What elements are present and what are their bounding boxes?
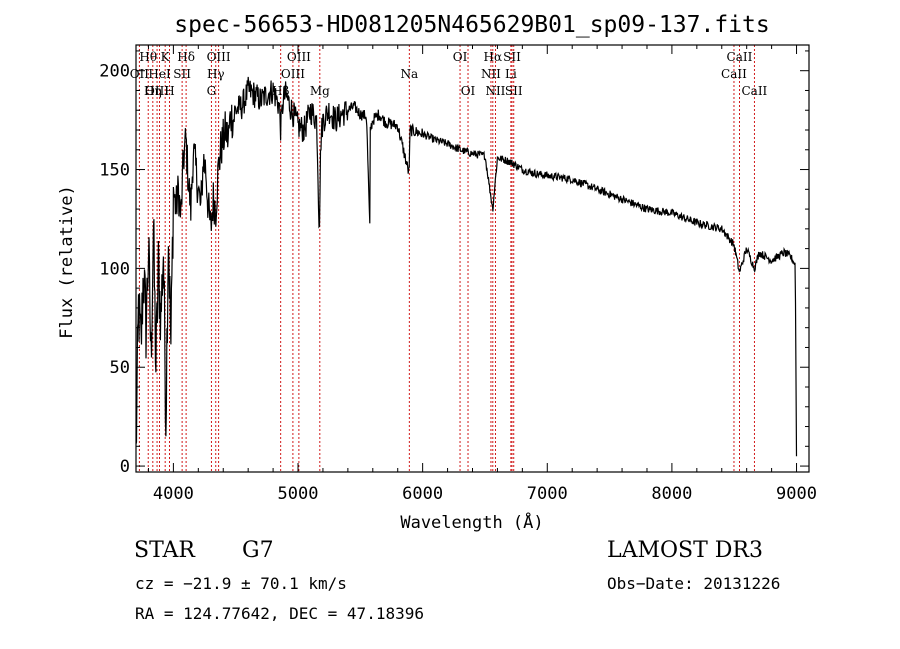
line-label-9: OIII [207, 50, 231, 64]
line-label-25: CaII [727, 50, 753, 64]
survey-name: LAMOST DR3 [607, 538, 763, 563]
x-axis: 4000 5000 6000 7000 8000 9000 [147, 45, 817, 504]
line-label-5: Hη [144, 84, 162, 98]
line-label-10: Hγ [207, 67, 225, 81]
line-label-4: HeI [148, 67, 171, 81]
spectrum-line [135, 76, 798, 457]
line-label-16: Na [400, 67, 418, 81]
line-label-1: OII [130, 67, 150, 81]
line-label-0: Hθ [139, 50, 157, 64]
line-label-8: Hδ [177, 50, 195, 64]
line-label-7: SII [173, 67, 191, 81]
line-label-18: OI [461, 84, 476, 98]
line-label-11: G [207, 84, 217, 98]
x-tick-label-0: 4000 [153, 484, 194, 504]
line-label-14: OIII [281, 67, 305, 81]
line-label-13: OIII [287, 50, 311, 64]
y-tick-label-1: 50 [110, 358, 130, 378]
obs-date: Obs−Date: 20131226 [607, 574, 781, 593]
x-tick-label-1: 5000 [278, 484, 319, 504]
line-label-17: OI [453, 50, 468, 64]
y-tick-label-4: 200 [99, 62, 130, 82]
line-label-2: OIII [145, 84, 169, 98]
line-label-23: Li [505, 67, 517, 81]
y-tick-label-2: 100 [99, 259, 130, 279]
redshift-value: cz = −21.9 ± 70.1 km/s [135, 574, 347, 593]
chart-title: spec-56653-HD081205N465629B01_sp09-137.f… [174, 12, 769, 38]
y-axis-label: Flux (relative) [57, 185, 77, 339]
x-tick-label-5: 9000 [776, 484, 817, 504]
x-tick-label-2: 6000 [402, 484, 443, 504]
line-label-20: NII [481, 67, 501, 81]
y-axis: 0 50 100 150 200 [99, 50, 809, 477]
y-tick-label-3: 150 [99, 161, 130, 181]
x-tick-label-4: 8000 [651, 484, 692, 504]
x-axis-label: Wavelength (Å) [400, 511, 543, 533]
line-label-19: Hα [484, 50, 503, 64]
line-label-27: CaII [741, 84, 767, 98]
object-class: STAR [134, 538, 195, 563]
line-label-15: Mg [310, 84, 330, 98]
line-label-21: NII [485, 84, 505, 98]
coordinates: RA = 124.77642, DEC = 47.18396 [135, 604, 424, 623]
line-label-3: K [161, 50, 171, 64]
line-label-6: H [164, 84, 174, 98]
line-label-24: SII [505, 84, 523, 98]
x-tick-label-3: 7000 [527, 484, 568, 504]
line-label-26: CaII [721, 67, 747, 81]
object-subclass: G7 [242, 538, 274, 563]
y-tick-label-0: 0 [120, 457, 130, 477]
line-label-22: SII [503, 50, 521, 64]
